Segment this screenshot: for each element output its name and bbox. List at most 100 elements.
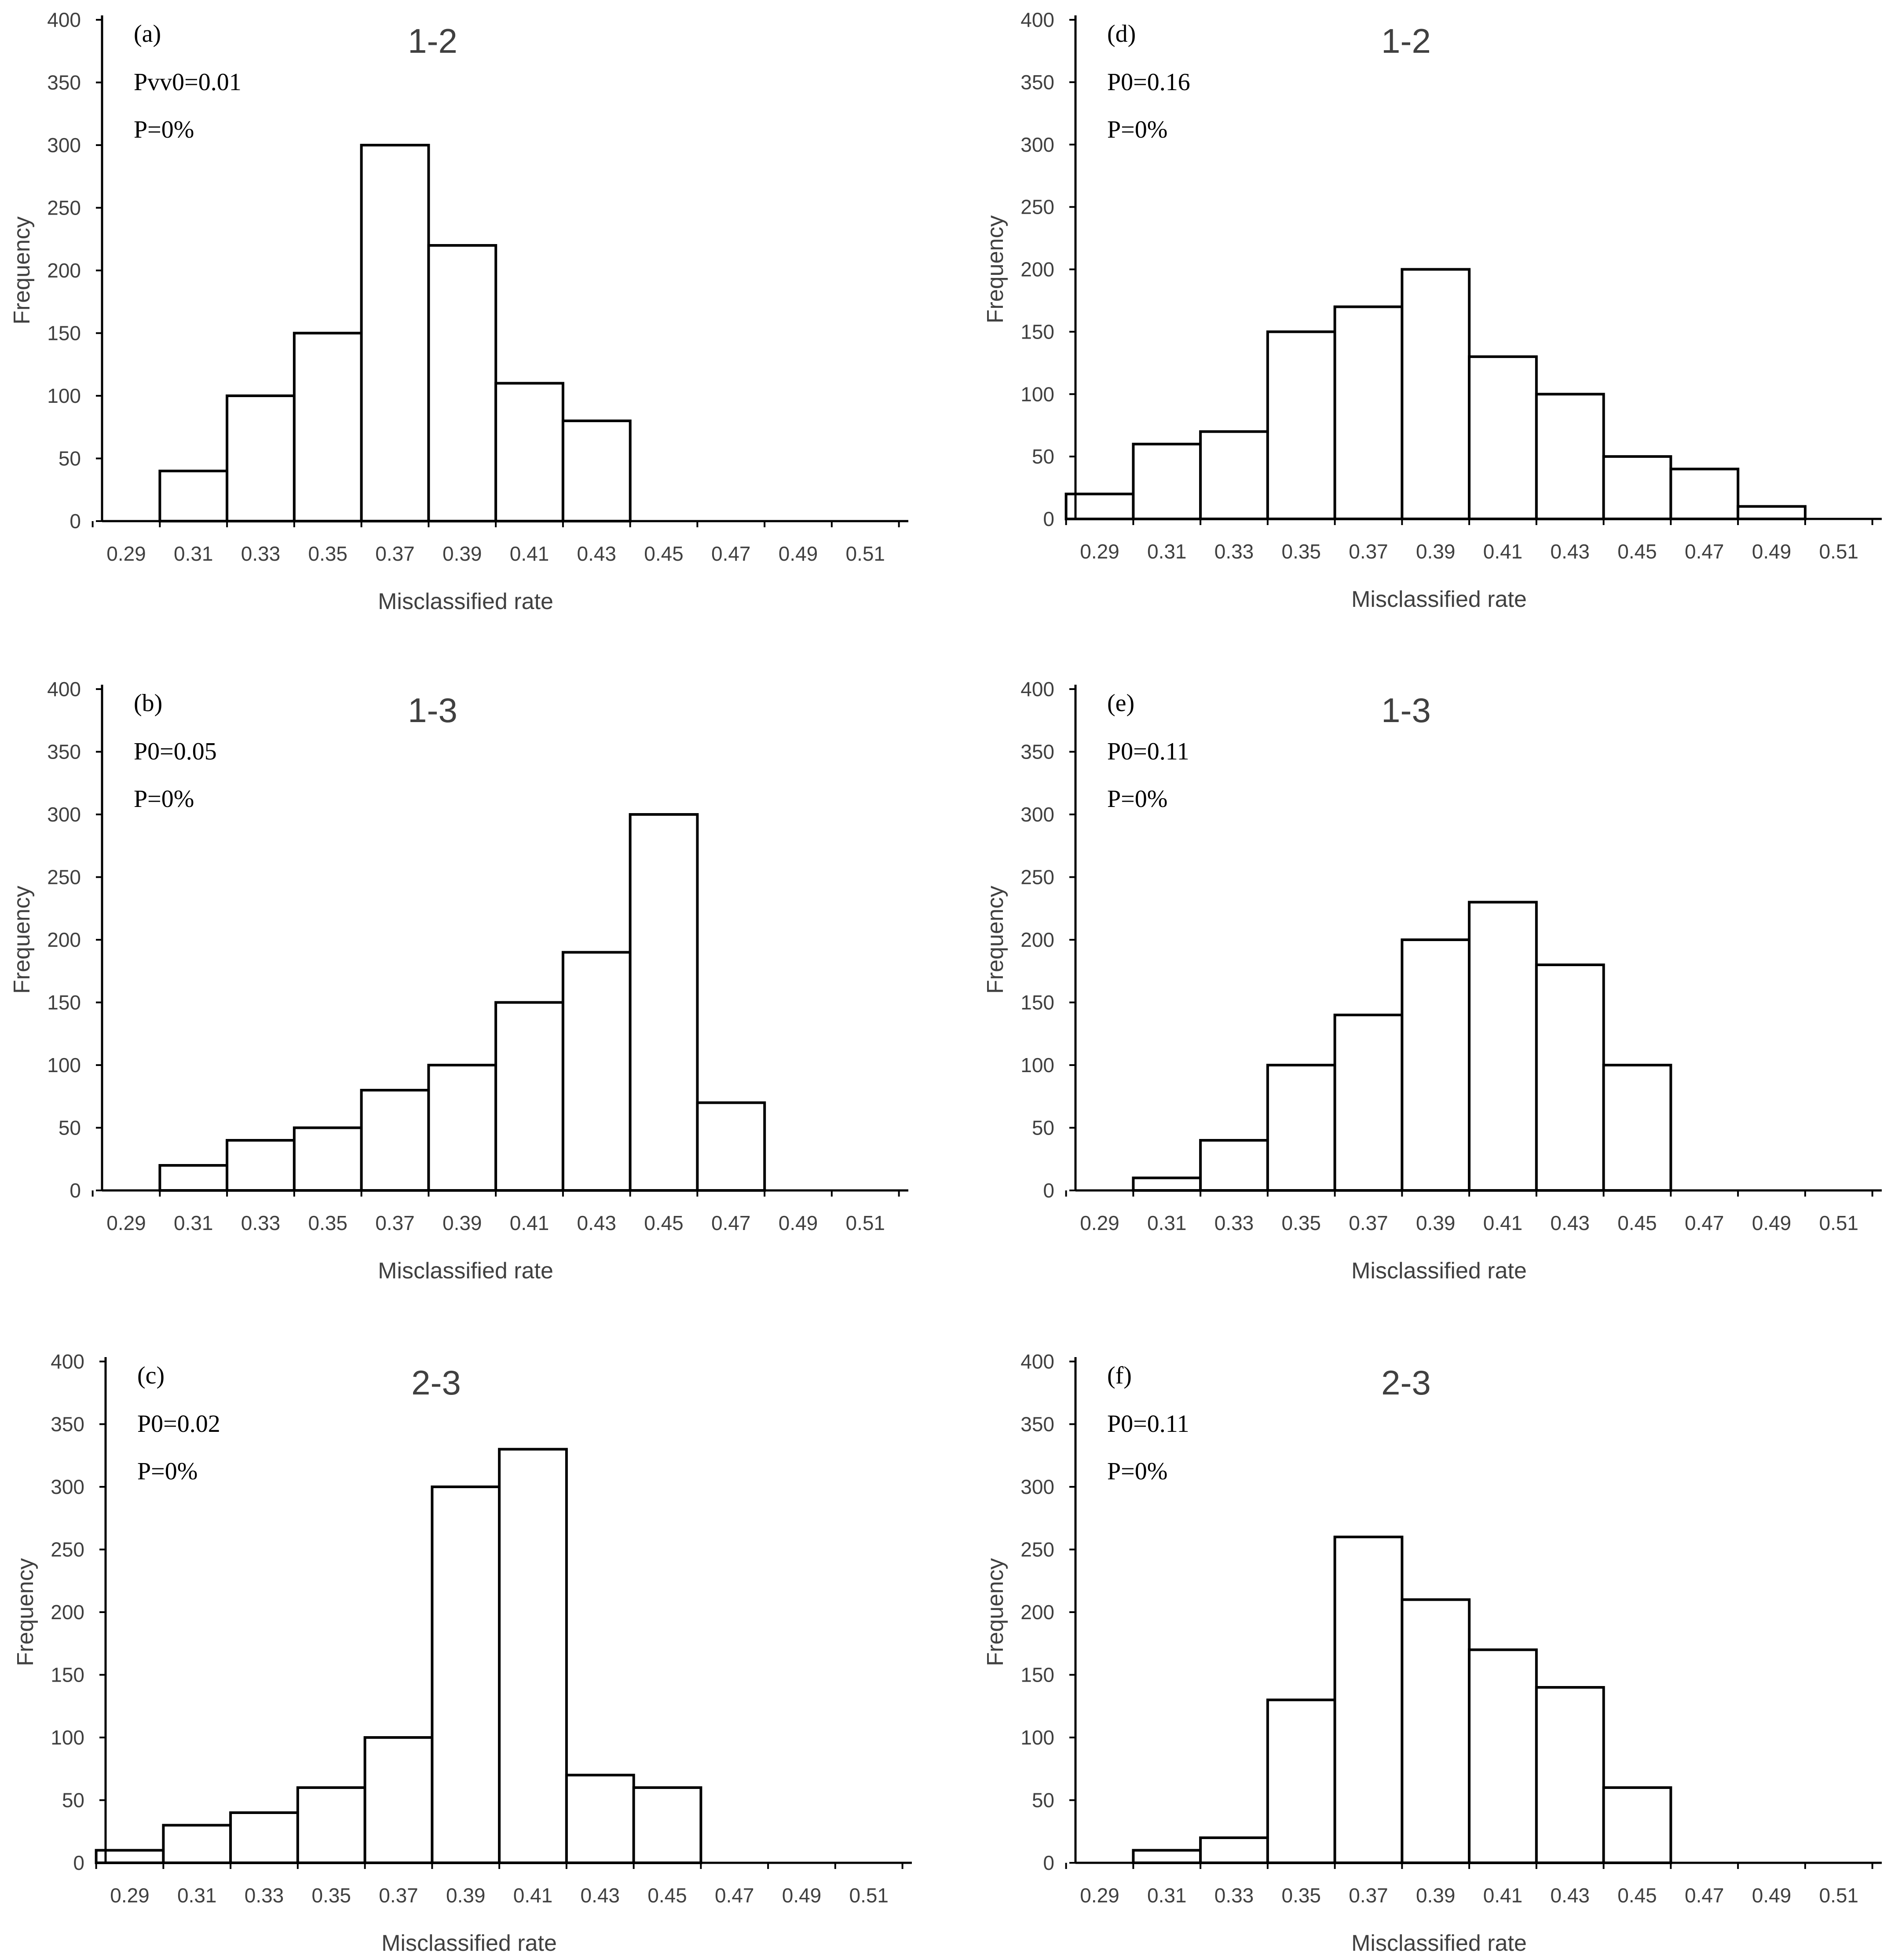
- histogram-bar: [1737, 505, 1807, 520]
- y-tick-label: 400: [1020, 8, 1054, 31]
- histogram-bar: [1535, 1686, 1605, 1864]
- x-tick-label: 0.37: [375, 1212, 415, 1234]
- annotation-text: P=0%: [1107, 116, 1167, 143]
- y-tick-label: 0: [73, 1851, 84, 1874]
- histogram-bar: [1199, 430, 1269, 521]
- chart-title: 1-3: [408, 691, 457, 730]
- x-axis-label: Misclassified rate: [1351, 1931, 1527, 1956]
- x-tick-label: 0.37: [1349, 1884, 1388, 1907]
- annotation-text: P0=0.11: [1107, 738, 1189, 765]
- histogram-panel: 0 50 100 150 200 250 300 350 400 0.29 0.31 0.33 0.35…: [983, 1350, 1882, 1956]
- histogram-bar: [1199, 1139, 1269, 1192]
- y-tick-label: 350: [1020, 1413, 1054, 1436]
- x-tick-label: 0.37: [375, 542, 415, 565]
- x-tick-label: 0.37: [1349, 1212, 1388, 1234]
- y-tick-label: 200: [1020, 258, 1054, 281]
- histogram-panel: 0 50 100 150 200 250 300 350 400 0.29 0.31 0.33 0.35…: [9, 678, 908, 1284]
- histogram-bar: [158, 470, 229, 522]
- x-tick-label: 0.41: [1483, 1212, 1523, 1234]
- y-tick-label: 250: [47, 197, 81, 219]
- x-tick-label: 0.47: [1685, 1884, 1724, 1907]
- x-tick-label: 0.45: [1617, 1212, 1657, 1234]
- x-tick-label: 0.41: [513, 1884, 553, 1907]
- x-tick-label: 0.41: [510, 542, 549, 565]
- x-tick-label: 0.49: [782, 1884, 822, 1907]
- x-tick-label: 0.51: [1819, 1884, 1858, 1907]
- y-tick-label: 400: [1020, 678, 1054, 701]
- histogram-bar: [1266, 330, 1336, 521]
- histogram-bar: [1602, 1064, 1672, 1192]
- x-tick-label: 0.43: [580, 1884, 620, 1907]
- x-tick-label: 0.43: [1550, 1884, 1590, 1907]
- x-axis-label: Misclassified rate: [378, 1258, 553, 1284]
- histogram-panel: 0 50 100 150 200 250 300 350 400 0.29 0.31 0.33 0.35…: [983, 678, 1882, 1284]
- histogram-bar: [1333, 1014, 1404, 1192]
- x-tick-label: 0.31: [174, 1212, 213, 1234]
- x-tick-label: 0.37: [379, 1884, 418, 1907]
- histogram-bar: [1132, 1176, 1202, 1192]
- y-tick-label: 0: [1043, 1179, 1054, 1202]
- panel-label: (b): [134, 690, 162, 717]
- y-tick-label: 100: [51, 1726, 84, 1749]
- y-tick-label: 250: [1020, 1538, 1054, 1561]
- y-tick-label: 350: [1020, 741, 1054, 763]
- x-tick-label: 0.45: [644, 1212, 684, 1234]
- y-tick-label: 150: [51, 1664, 84, 1686]
- x-tick-label: 0.29: [1080, 1884, 1119, 1907]
- chart-title: 2-3: [411, 1363, 461, 1402]
- histogram-bar: [1064, 493, 1135, 521]
- histogram-bar: [431, 1486, 501, 1864]
- y-tick-label: 50: [62, 1789, 84, 1812]
- x-tick-label: 0.33: [1214, 1212, 1254, 1234]
- y-tick-label: 200: [1020, 928, 1054, 951]
- histogram-bar: [1468, 901, 1538, 1192]
- histogram-bar: [360, 144, 430, 522]
- y-tick-label: 350: [47, 71, 81, 94]
- y-tick-label: 50: [59, 447, 81, 470]
- x-tick-label: 0.31: [1147, 1884, 1187, 1907]
- y-tick-label: 400: [51, 1350, 84, 1373]
- x-tick-label: 0.39: [1416, 1884, 1456, 1907]
- histogram-panel: 0 50 100 150 200 250 300 350 400 0.29 0.31 0.33 0.35…: [983, 8, 1882, 612]
- histogram-bar: [1132, 442, 1202, 521]
- panel-label: (c): [137, 1362, 165, 1389]
- histogram-bar: [360, 1089, 430, 1192]
- chart-title: 2-3: [1381, 1363, 1431, 1402]
- histogram-bar: [363, 1736, 434, 1864]
- histogram-bar: [427, 1064, 497, 1192]
- chart-title: 1-2: [1381, 22, 1431, 60]
- y-tick-label: 200: [1020, 1601, 1054, 1624]
- histogram-bar: [226, 1139, 296, 1192]
- y-tick-label: 0: [1043, 1851, 1054, 1874]
- histogram-bar: [296, 1786, 366, 1864]
- y-tick-label: 50: [1032, 1117, 1054, 1139]
- histogram-bar: [226, 394, 296, 522]
- histogram-panel: 0 50 100 150 200 250 300 350 400 0.29 0.31 0.33 0.35…: [13, 1350, 912, 1956]
- x-tick-label: 0.39: [443, 1212, 482, 1234]
- x-tick-label: 0.39: [443, 542, 482, 565]
- panel-label: (f): [1107, 1362, 1132, 1389]
- y-axis-label: Frequency: [9, 216, 35, 325]
- x-tick-label: 0.35: [308, 1212, 347, 1234]
- x-tick-label: 0.35: [308, 542, 347, 565]
- y-tick-label: 100: [1020, 383, 1054, 405]
- x-tick-label: 0.51: [845, 542, 885, 565]
- x-axis-label: Misclassified rate: [381, 1931, 557, 1956]
- x-tick-label: 0.43: [577, 542, 616, 565]
- y-tick-label: 300: [1020, 133, 1054, 156]
- x-tick-label: 0.51: [1819, 1212, 1858, 1234]
- x-tick-label: 0.43: [1550, 1212, 1590, 1234]
- histogram-bar: [293, 332, 363, 522]
- y-axis-label: Frequency: [9, 886, 35, 994]
- y-tick-label: 150: [47, 991, 81, 1014]
- annotation-text: P=0%: [137, 1458, 198, 1485]
- histogram-bar: [427, 244, 497, 522]
- y-tick-label: 200: [47, 928, 81, 951]
- histogram-bar: [494, 382, 564, 522]
- x-tick-label: 0.43: [577, 1212, 616, 1234]
- y-tick-label: 150: [1020, 991, 1054, 1014]
- histogram-bar: [561, 951, 632, 1192]
- x-tick-label: 0.35: [311, 1884, 351, 1907]
- histogram-bar: [1602, 455, 1672, 520]
